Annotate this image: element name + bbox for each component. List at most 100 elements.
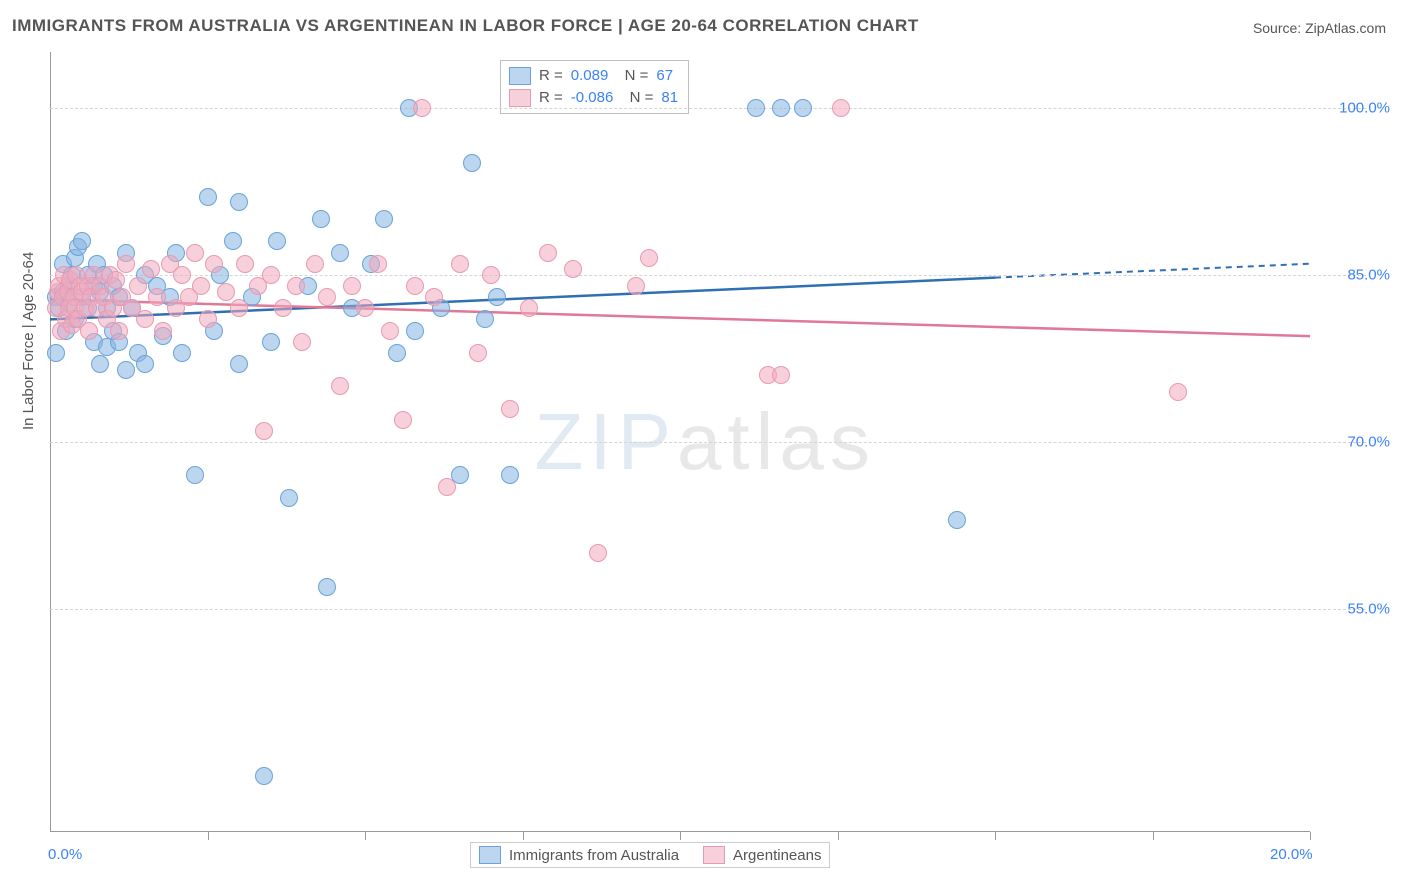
y-axis-title: In Labor Force | Age 20-64 xyxy=(20,252,37,430)
x-tick xyxy=(680,832,681,840)
x-tick-max: 20.0% xyxy=(1270,846,1313,863)
data-point xyxy=(173,266,191,284)
data-point xyxy=(832,99,850,117)
data-point xyxy=(91,355,109,373)
data-point xyxy=(312,210,330,228)
grid-line-h xyxy=(50,275,1366,276)
data-point xyxy=(394,411,412,429)
data-point xyxy=(369,255,387,273)
data-point xyxy=(192,277,210,295)
legend-item-1-label: Immigrants from Australia xyxy=(509,847,679,864)
data-point xyxy=(110,322,128,340)
data-point xyxy=(173,344,191,362)
data-point xyxy=(381,322,399,340)
data-point xyxy=(501,466,519,484)
data-point xyxy=(224,232,242,250)
legend-n-value-1: 67 xyxy=(656,65,673,87)
data-point xyxy=(186,244,204,262)
data-point xyxy=(117,255,135,273)
data-point xyxy=(501,400,519,418)
data-point xyxy=(287,277,305,295)
data-point xyxy=(794,99,812,117)
data-point xyxy=(306,255,324,273)
data-point xyxy=(136,310,154,328)
legend-item-1: Immigrants from Australia xyxy=(479,846,679,864)
data-point xyxy=(230,193,248,211)
data-point xyxy=(476,310,494,328)
data-point xyxy=(343,277,361,295)
data-point xyxy=(488,288,506,306)
data-point xyxy=(199,310,217,328)
data-point xyxy=(136,355,154,373)
data-point xyxy=(230,355,248,373)
y-tick-label: 100.0% xyxy=(1330,99,1390,116)
legend-n-label: N = xyxy=(621,87,653,109)
data-point xyxy=(406,277,424,295)
data-point xyxy=(73,232,91,250)
data-point xyxy=(129,277,147,295)
data-point xyxy=(520,299,538,317)
y-tick-label: 85.0% xyxy=(1330,266,1390,283)
data-point xyxy=(772,99,790,117)
legend-series: Immigrants from Australia Argentineans xyxy=(470,842,830,868)
source-label: Source: ZipAtlas.com xyxy=(1253,20,1386,36)
data-point xyxy=(274,299,292,317)
data-point xyxy=(539,244,557,262)
legend-r-label: R = xyxy=(539,87,563,109)
data-point xyxy=(331,244,349,262)
data-point xyxy=(47,344,65,362)
x-tick xyxy=(838,832,839,840)
data-point xyxy=(186,466,204,484)
swatch-series-2-icon xyxy=(509,89,531,107)
grid-line-h xyxy=(50,609,1366,610)
data-point xyxy=(142,260,160,278)
data-point xyxy=(627,277,645,295)
data-point xyxy=(262,333,280,351)
legend-row-1: R = 0.089 N = 67 xyxy=(509,65,678,87)
data-point xyxy=(318,288,336,306)
swatch-series-1-icon xyxy=(479,846,501,864)
data-point xyxy=(438,478,456,496)
data-point xyxy=(236,255,254,273)
legend-n-label: N = xyxy=(616,65,648,87)
data-point xyxy=(406,322,424,340)
chart-title: IMMIGRANTS FROM AUSTRALIA VS ARGENTINEAN… xyxy=(12,16,919,36)
legend-item-2-label: Argentineans xyxy=(733,847,821,864)
data-point xyxy=(388,344,406,362)
swatch-series-2-icon xyxy=(703,846,725,864)
x-tick xyxy=(365,832,366,840)
x-tick xyxy=(1310,832,1311,840)
data-point xyxy=(640,249,658,267)
data-point xyxy=(154,322,172,340)
data-point xyxy=(262,266,280,284)
y-tick-label: 70.0% xyxy=(1330,434,1390,451)
x-tick xyxy=(523,832,524,840)
data-point xyxy=(80,322,98,340)
legend-item-2: Argentineans xyxy=(703,846,821,864)
data-point xyxy=(331,377,349,395)
data-point xyxy=(375,210,393,228)
data-point xyxy=(230,299,248,317)
data-point xyxy=(451,255,469,273)
data-point xyxy=(356,299,374,317)
data-point xyxy=(199,188,217,206)
data-point xyxy=(217,283,235,301)
data-point xyxy=(948,511,966,529)
legend-row-2: R = -0.086 N = 81 xyxy=(509,87,678,109)
grid-line-h xyxy=(50,442,1366,443)
swatch-series-1-icon xyxy=(509,67,531,85)
data-point xyxy=(268,232,286,250)
data-point xyxy=(747,99,765,117)
y-tick-label: 55.0% xyxy=(1330,601,1390,618)
data-point xyxy=(463,154,481,172)
data-point xyxy=(117,361,135,379)
data-point xyxy=(413,99,431,117)
x-tick xyxy=(995,832,996,840)
x-tick xyxy=(1153,832,1154,840)
legend-r-value-2: -0.086 xyxy=(571,87,614,109)
legend-correlation: R = 0.089 N = 67 R = -0.086 N = 81 xyxy=(500,60,689,114)
data-point xyxy=(482,266,500,284)
data-point xyxy=(293,333,311,351)
x-tick-min: 0.0% xyxy=(48,846,82,863)
data-point xyxy=(205,255,223,273)
